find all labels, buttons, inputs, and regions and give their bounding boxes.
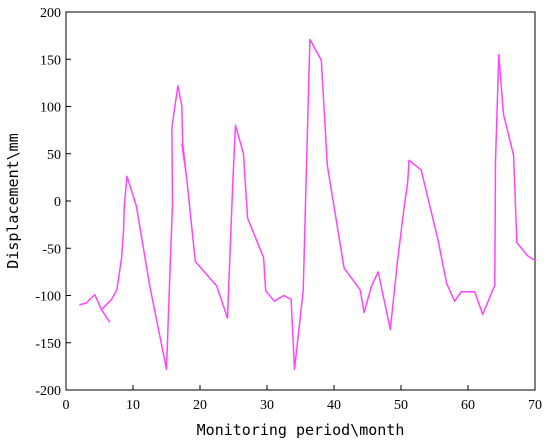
x-tick-label: 20 — [193, 398, 207, 413]
data-series — [79, 38, 536, 370]
x-axis-title: Monitoring period\month — [197, 421, 405, 439]
x-tick-label: 60 — [461, 398, 475, 413]
x-tick-label: 50 — [394, 398, 408, 413]
tick-labels: 0 10 20 30 40 50 60 70 -200 -150 -100 -50 0 50 100 150 2… — [35, 6, 542, 413]
y-tick-label: -150 — [35, 337, 61, 352]
y-tick-label: -200 — [35, 384, 61, 399]
y-tick-label: 200 — [40, 6, 61, 21]
y-tick-label: 100 — [40, 101, 61, 116]
x-tick-label: 30 — [260, 398, 274, 413]
y-tick-label: 0 — [54, 195, 61, 210]
y-tick-label: 50 — [47, 148, 61, 163]
x-tick-label: 70 — [528, 398, 542, 413]
y-tick-label: -50 — [42, 242, 61, 257]
x-tick-label: 40 — [327, 398, 341, 413]
plot-frame — [65, 11, 536, 391]
axis-ticks — [65, 11, 536, 391]
y-axis-title: Displacement\mm — [4, 133, 22, 268]
series-line-1 — [79, 38, 536, 370]
y-tick-label: -100 — [35, 290, 61, 305]
x-tick-label: 0 — [63, 398, 70, 413]
x-tick-label: 10 — [126, 398, 140, 413]
y-tick-label: 150 — [40, 53, 61, 68]
